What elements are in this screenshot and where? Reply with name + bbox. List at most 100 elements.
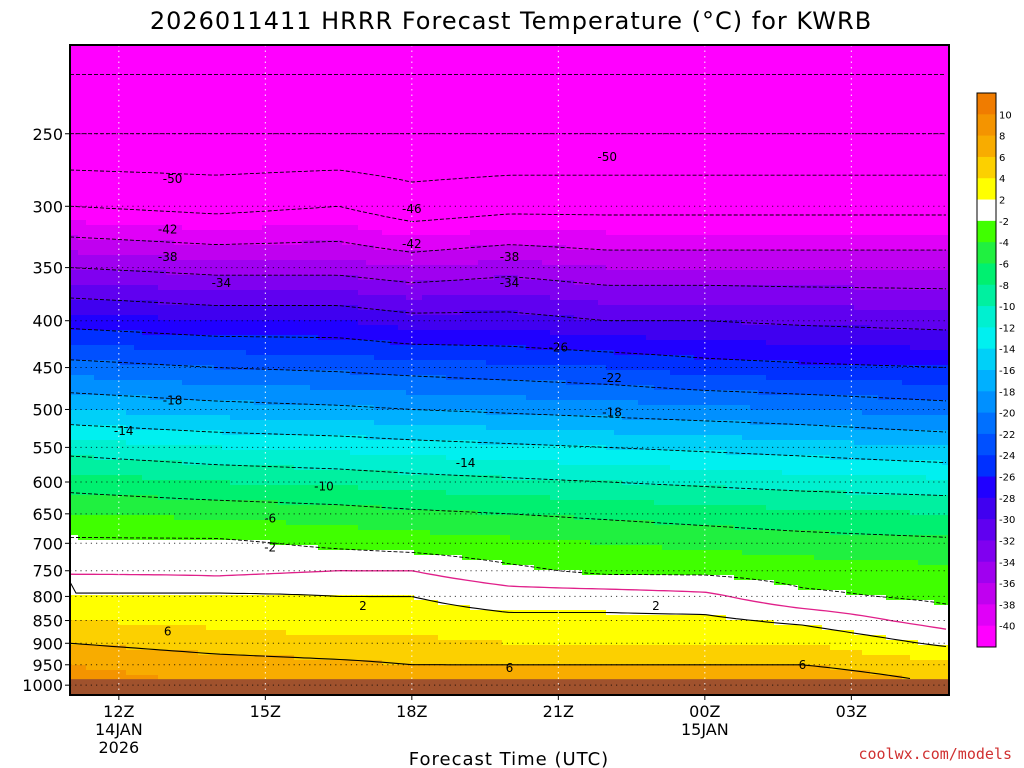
temperature-cell	[102, 220, 111, 226]
temperature-cell	[262, 280, 271, 286]
temperature-cell	[86, 380, 95, 386]
temperature-cell	[206, 245, 215, 251]
temperature-cell	[302, 365, 311, 371]
temperature-cell	[70, 320, 79, 326]
temperature-cell	[70, 355, 79, 361]
temperature-cell	[70, 210, 79, 216]
temperature-cell	[142, 355, 151, 361]
temperature-cell	[206, 220, 215, 226]
temperature-cell	[222, 670, 231, 676]
temperature-cell	[238, 110, 247, 116]
temperature-cell	[254, 105, 263, 111]
temperature-cell	[102, 150, 111, 156]
temperature-cell	[206, 470, 215, 476]
temperature-cell	[94, 315, 103, 321]
temperature-cell	[254, 350, 263, 356]
temperature-cell	[110, 370, 119, 376]
temperature-cell	[358, 650, 367, 656]
temperature-cell	[238, 500, 247, 506]
temperature-cell	[86, 155, 95, 161]
temperature-cell	[118, 570, 127, 576]
temperature-cell	[254, 545, 263, 551]
temperature-cell	[126, 495, 135, 501]
temperature-cell	[190, 490, 199, 496]
temperature-cell	[182, 255, 191, 261]
temperature-cell	[86, 660, 95, 666]
temperature-cell	[110, 650, 119, 656]
temperature-cell	[254, 360, 263, 366]
temperature-cell	[374, 170, 383, 176]
temperature-cell	[174, 285, 183, 291]
temperature-cell	[214, 60, 223, 66]
temperature-cell	[262, 105, 271, 111]
temperature-cell	[246, 150, 255, 156]
temperature-cell	[254, 645, 263, 651]
temperature-cell	[318, 480, 327, 486]
temperature-cell	[166, 190, 175, 196]
temperature-cell	[78, 485, 87, 491]
temperature-cell	[262, 60, 271, 66]
temperature-cell	[158, 235, 167, 241]
temperature-cell	[286, 180, 295, 186]
temperature-cell	[278, 495, 287, 501]
temperature-cell	[174, 245, 183, 251]
temperature-cell	[294, 200, 303, 206]
temperature-cell	[358, 420, 367, 426]
temperature-cell	[366, 65, 375, 71]
temperature-cell	[326, 410, 335, 416]
temperature-cell	[302, 320, 311, 326]
temperature-cell	[190, 495, 199, 501]
temperature-cell	[78, 145, 87, 151]
temperature-cell	[182, 305, 191, 311]
temperature-cell	[94, 325, 103, 331]
temperature-cell	[270, 380, 279, 386]
temperature-cell	[302, 290, 311, 296]
temperature-cell	[150, 540, 159, 546]
temperature-cell	[246, 625, 255, 631]
temperature-cell	[174, 415, 183, 421]
temperature-cell	[286, 340, 295, 346]
temperature-cell	[310, 625, 319, 631]
temperature-cell	[318, 450, 327, 456]
temperature-cell	[230, 625, 239, 631]
temperature-cell	[78, 630, 87, 636]
temperature-cell	[174, 650, 183, 656]
temperature-cell	[222, 485, 231, 491]
temperature-cell	[262, 420, 271, 426]
temperature-cell	[310, 505, 319, 511]
temperature-cell	[70, 190, 79, 196]
temperature-cell	[254, 200, 263, 206]
temperature-cell	[94, 275, 103, 281]
temperature-cell	[326, 155, 335, 161]
temperature-cell	[126, 460, 135, 466]
temperature-cell	[326, 545, 335, 551]
temperature-cell	[342, 485, 351, 491]
temperature-cell	[182, 410, 191, 416]
temperature-cell	[142, 185, 151, 191]
temperature-cell	[238, 90, 247, 96]
temperature-cell	[246, 315, 255, 321]
temperature-cell	[190, 395, 199, 401]
temperature-cell	[102, 400, 111, 406]
temperature-cell	[198, 470, 207, 476]
temperature-cell	[230, 45, 239, 51]
temperature-cell	[86, 45, 95, 51]
temperature-cell	[310, 570, 319, 576]
temperature-cell	[142, 560, 151, 566]
temperature-cell	[286, 140, 295, 146]
temperature-cell	[86, 200, 95, 206]
temperature-cell	[110, 75, 119, 81]
temperature-cell	[222, 400, 231, 406]
temperature-cell	[142, 215, 151, 221]
temperature-cell	[222, 335, 231, 341]
temperature-cell	[78, 125, 87, 131]
temperature-cell	[350, 295, 359, 301]
temperature-cell	[102, 500, 111, 506]
temperature-cell	[110, 675, 119, 681]
temperature-cell	[358, 665, 367, 671]
temperature-cell	[246, 375, 255, 381]
temperature-cell	[230, 560, 239, 566]
temperature-cell	[230, 145, 239, 151]
temperature-cell	[94, 195, 103, 201]
temperature-cell	[182, 645, 191, 651]
